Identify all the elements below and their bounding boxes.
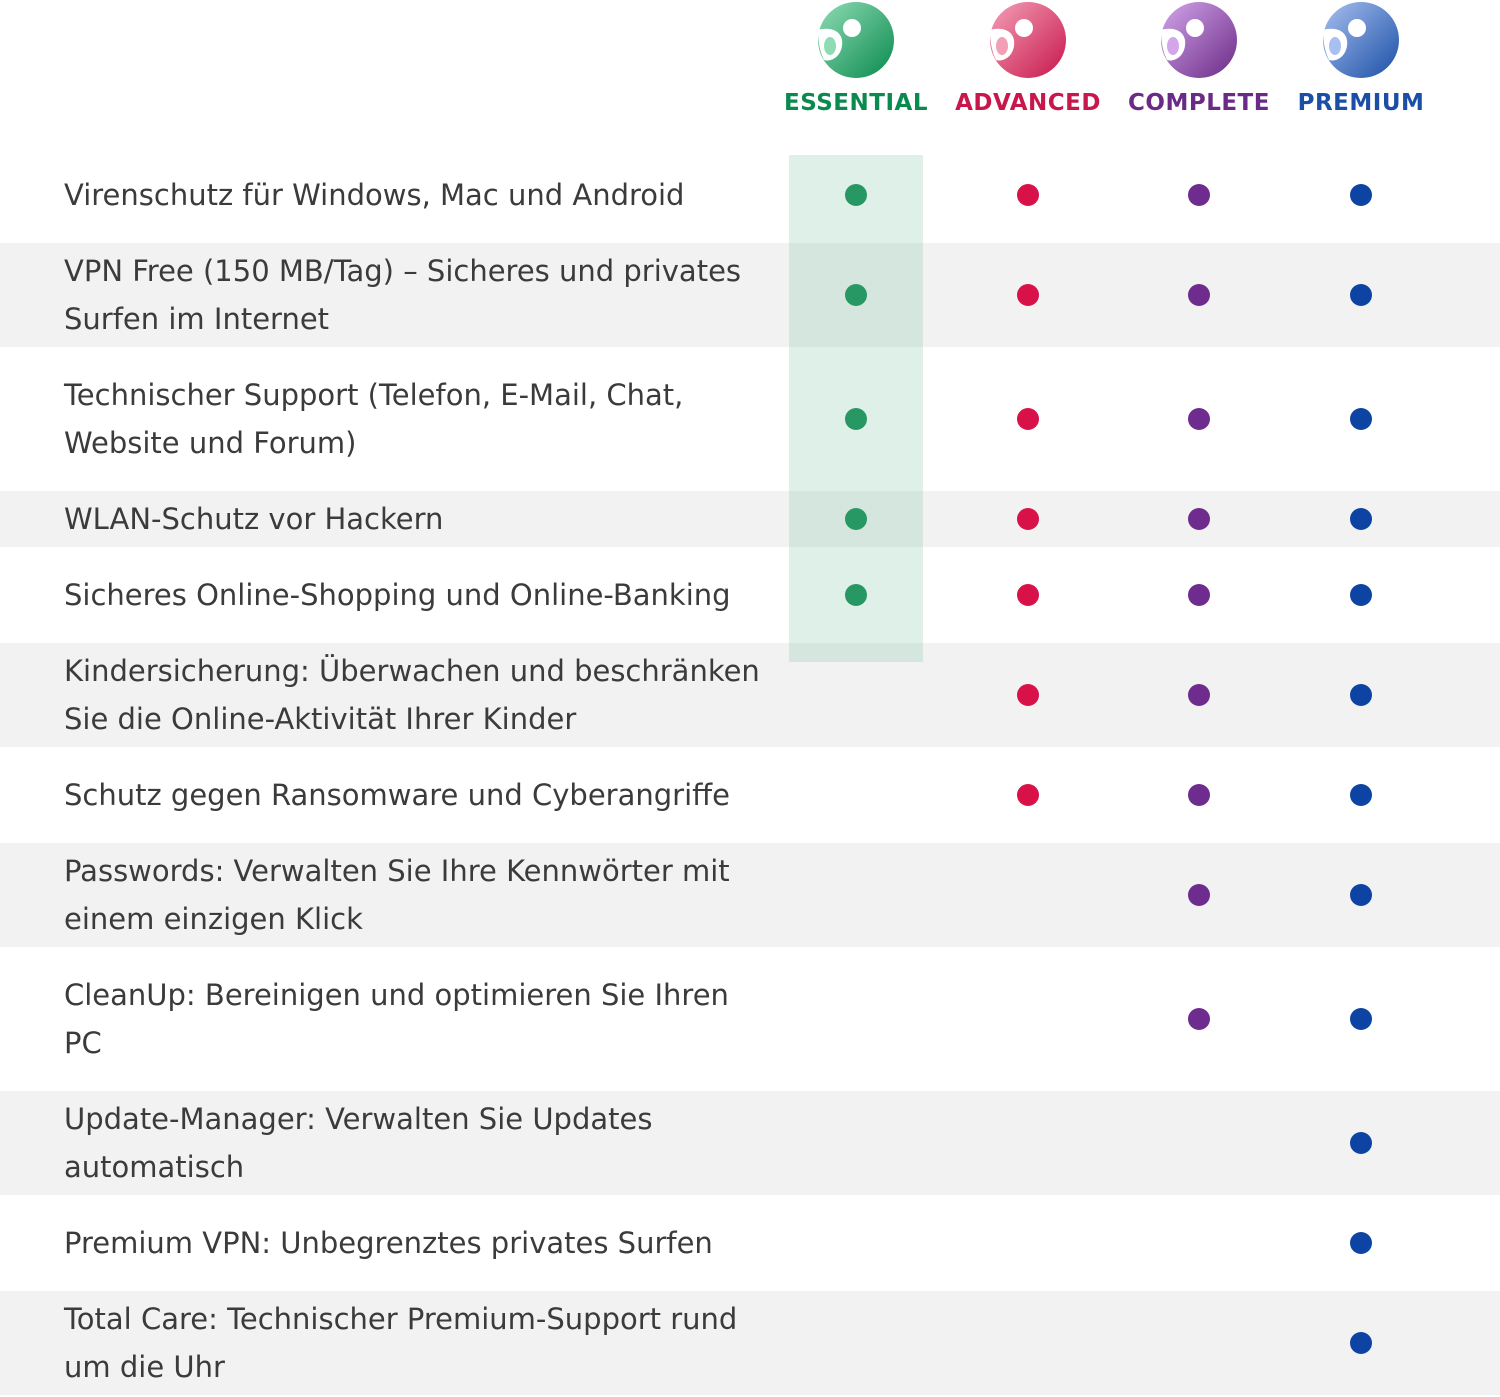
- plan-name: COMPLETE: [1128, 90, 1270, 116]
- included-dot-essential: [845, 508, 867, 530]
- feature-row: Passwords: Verwalten Sie Ihre Kennwörter…: [0, 843, 1500, 947]
- included-dot-advanced: [1017, 784, 1039, 806]
- feature-row: WLAN-Schutz vor Hackern: [0, 491, 1500, 547]
- complete-logo-icon: [1161, 2, 1237, 78]
- included-dot-advanced: [1017, 284, 1039, 306]
- feature-row: Sicheres Online-Shopping und Online-Bank…: [0, 547, 1500, 643]
- included-dot-complete: [1188, 784, 1210, 806]
- included-dot-essential: [845, 584, 867, 606]
- plan-name: ADVANCED: [955, 90, 1101, 116]
- included-dot-complete: [1188, 684, 1210, 706]
- included-dot-advanced: [1017, 508, 1039, 530]
- plan-name: ESSENTIAL: [784, 90, 928, 116]
- plan-name: PREMIUM: [1297, 90, 1425, 116]
- feature-label: CleanUp: Bereinigen und optimieren Sie I…: [64, 978, 729, 1060]
- included-dot-complete: [1188, 408, 1210, 430]
- included-dot-premium: [1350, 584, 1372, 606]
- feature-table: Virenschutz für Windows, Mac und Android…: [0, 147, 1500, 1395]
- included-dot-premium: [1350, 284, 1372, 306]
- feature-label: Schutz gegen Ransomware und Cyberangriff…: [64, 778, 730, 812]
- included-dot-complete: [1188, 884, 1210, 906]
- feature-label: VPN Free (150 MB/Tag) – Sicheres und pri…: [64, 254, 742, 336]
- included-dot-essential: [845, 408, 867, 430]
- included-dot-complete: [1188, 1008, 1210, 1030]
- feature-row: Update-Manager: Verwalten Sie Updates au…: [0, 1091, 1500, 1195]
- plan-header: ESSENTIAL ADVANCED COMPLETE PREMIUM: [0, 0, 1500, 155]
- feature-label: Kindersicherung: Überwachen und beschrän…: [64, 654, 760, 736]
- included-dot-complete: [1188, 284, 1210, 306]
- essential-logo-icon: [818, 2, 894, 78]
- included-dot-premium: [1350, 1132, 1372, 1154]
- feature-row: VPN Free (150 MB/Tag) – Sicheres und pri…: [0, 243, 1500, 347]
- included-dot-premium: [1350, 684, 1372, 706]
- feature-label: Premium VPN: Unbegrenztes privates Surfe…: [64, 1226, 713, 1260]
- included-dot-complete: [1188, 584, 1210, 606]
- included-dot-premium: [1350, 184, 1372, 206]
- included-dot-advanced: [1017, 408, 1039, 430]
- feature-label: Total Care: Technischer Premium-Support …: [64, 1302, 738, 1384]
- feature-row: Premium VPN: Unbegrenztes privates Surfe…: [0, 1195, 1500, 1291]
- feature-row: CleanUp: Bereinigen und optimieren Sie I…: [0, 947, 1500, 1091]
- included-dot-premium: [1350, 784, 1372, 806]
- included-dot-advanced: [1017, 684, 1039, 706]
- feature-label: Virenschutz für Windows, Mac und Android: [64, 178, 685, 212]
- included-dot-essential: [845, 184, 867, 206]
- feature-label: Passwords: Verwalten Sie Ihre Kennwörter…: [64, 854, 730, 936]
- included-dot-premium: [1350, 408, 1372, 430]
- included-dot-complete: [1188, 184, 1210, 206]
- premium-logo-icon: [1323, 2, 1399, 78]
- feature-row: Virenschutz für Windows, Mac und Android: [0, 147, 1500, 243]
- feature-label: Sicheres Online-Shopping und Online-Bank…: [64, 578, 731, 612]
- included-dot-premium: [1350, 884, 1372, 906]
- feature-row: Kindersicherung: Überwachen und beschrän…: [0, 643, 1500, 747]
- included-dot-premium: [1350, 1332, 1372, 1354]
- included-dot-premium: [1350, 1232, 1372, 1254]
- included-dot-advanced: [1017, 584, 1039, 606]
- included-dot-premium: [1350, 1008, 1372, 1030]
- feature-row: Schutz gegen Ransomware und Cyberangriff…: [0, 747, 1500, 843]
- feature-row: Total Care: Technischer Premium-Support …: [0, 1291, 1500, 1395]
- feature-label: WLAN-Schutz vor Hackern: [64, 502, 444, 536]
- feature-row: Technischer Support (Telefon, E-Mail, Ch…: [0, 347, 1500, 491]
- included-dot-essential: [845, 284, 867, 306]
- included-dot-advanced: [1017, 184, 1039, 206]
- included-dot-premium: [1350, 508, 1372, 530]
- included-dot-complete: [1188, 508, 1210, 530]
- advanced-logo-icon: [990, 2, 1066, 78]
- feature-label: Update-Manager: Verwalten Sie Updates au…: [64, 1102, 653, 1184]
- feature-label: Technischer Support (Telefon, E-Mail, Ch…: [64, 378, 684, 460]
